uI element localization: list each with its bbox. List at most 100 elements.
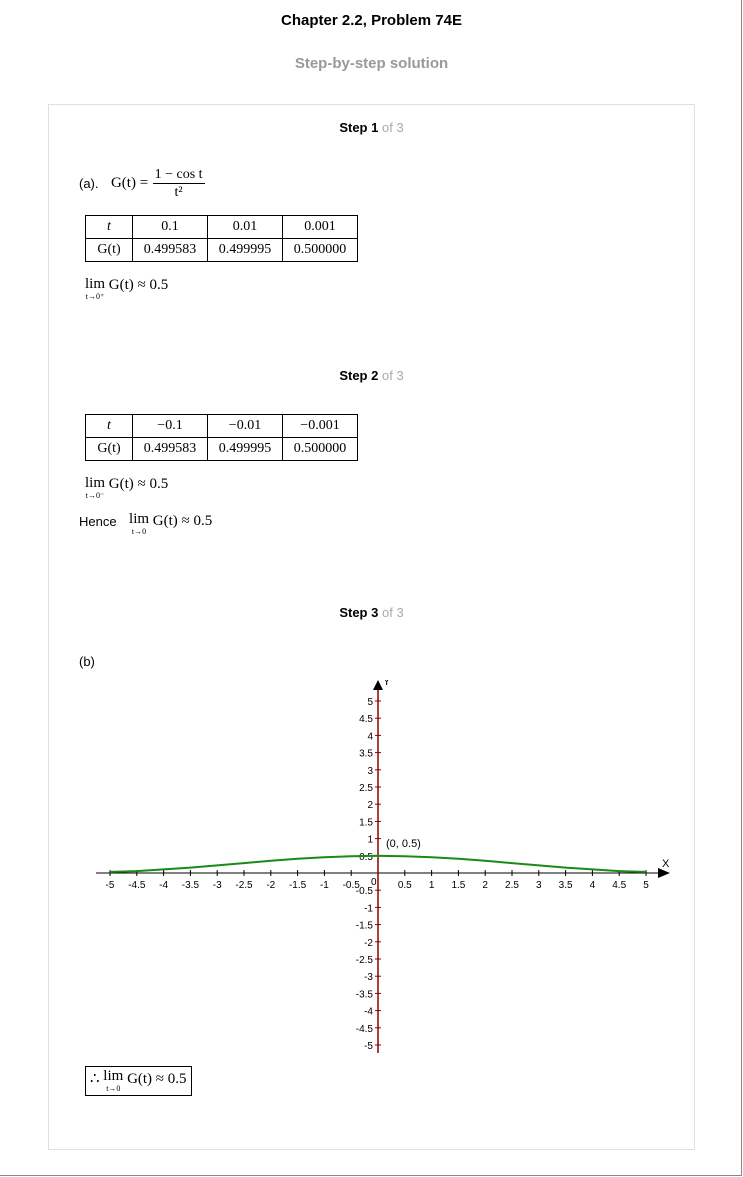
lim-word: lim [85, 475, 106, 491]
part-a-label: (a). [79, 176, 99, 191]
y-tick-label: -1 [364, 903, 373, 914]
x-tick-label: 2.5 [505, 880, 519, 891]
table-row: t 0.1 0.01 0.001 [85, 215, 358, 239]
x-tick-label: 0 [371, 877, 377, 888]
y-tick-label: 2 [367, 800, 373, 811]
lim-subscript: t→0 [131, 527, 147, 536]
table-cell: G(t) [85, 437, 133, 461]
table-cell: t [85, 414, 133, 438]
x-tick-label: -4 [159, 880, 168, 891]
step-3-of-total: of 3 [381, 605, 404, 620]
y-tick-label: -4 [364, 1007, 373, 1018]
step-2-number: 2 [371, 368, 379, 383]
x-tick-label: 4 [590, 880, 596, 891]
function-lhs: G(t) = [110, 175, 149, 191]
y-tick-label: 0.5 [359, 852, 373, 863]
x-axis-arrow [658, 868, 670, 878]
point-annotation: (0, 0.5) [386, 838, 421, 850]
table-cell: 0.1 [132, 215, 208, 239]
y-tick-label: 3.5 [359, 749, 373, 760]
y-tick-label: 1.5 [359, 817, 373, 828]
x-tick-label: 3.5 [559, 880, 573, 891]
x-tick-label: 2 [482, 880, 488, 891]
y-tick-label: -2 [364, 938, 373, 949]
step-2-of-total: of 3 [381, 368, 404, 383]
lim-word: lim [129, 511, 150, 527]
therefore-symbol: ∴ [90, 1071, 100, 1087]
y-tick-label: 4.5 [359, 714, 373, 725]
x-tick-label: -2.5 [235, 880, 253, 891]
table-cell: −0.01 [207, 414, 283, 438]
y-tick-label: 1 [367, 835, 373, 846]
right-limit: lim t→0⁺ G(t) ≈ 0.5 [85, 277, 168, 301]
lim-subscript: t→0⁻ [85, 491, 105, 500]
x-tick-label: 0.5 [398, 880, 412, 891]
table-row: G(t) 0.499583 0.499995 0.500000 [85, 437, 358, 461]
table-cell: 0.499583 [132, 437, 208, 461]
x-tick-label: 1 [429, 880, 435, 891]
final-answer-box: ∴ lim t→0 G(t) ≈ 0.5 [85, 1066, 192, 1096]
function-fraction: 1 − cos t t² [152, 166, 205, 201]
values-table-negative: t −0.1 −0.01 −0.001 G(t) 0.499583 0.4999… [85, 414, 358, 461]
table-cell: 0.499995 [207, 238, 283, 262]
x-axis-label: X [662, 858, 670, 870]
hence-line: Hence lim t→0 G(t) ≈ 0.5 [79, 512, 212, 536]
step-1-number: 1 [371, 120, 379, 135]
x-tick-label: -3.5 [182, 880, 200, 891]
y-tick-label: -3 [364, 972, 373, 983]
x-tick-label: -2 [266, 880, 275, 891]
table-cell: 0.499995 [207, 437, 283, 461]
fraction-denominator: t² [174, 185, 183, 200]
y-tick-label: -5 [364, 1041, 373, 1052]
y-tick-label: -0.5 [356, 886, 374, 897]
table-cell: −0.1 [132, 414, 208, 438]
part-b-label: (b) [79, 654, 95, 669]
y-tick-label: 4 [367, 731, 373, 742]
y-tick-label: 2.5 [359, 783, 373, 794]
y-tick-label: -4.5 [356, 1024, 374, 1035]
y-tick-label: -2.5 [356, 955, 374, 966]
two-sided-limit: lim t→0 G(t) ≈ 0.5 [129, 511, 213, 536]
x-tick-label: -0.5 [343, 880, 361, 891]
lim-expression: G(t) ≈ 0.5 [108, 277, 169, 293]
step-2-card: Step 2 of 3 t −0.1 −0.01 −0.001 G(t) 0.4… [48, 353, 695, 591]
table-cell: 0.500000 [282, 437, 358, 461]
lim-word: lim [103, 1068, 124, 1084]
step-3-card: Step 3 of 3 (b) X Y -5 -4.5 -4 -3.5 -3 -2.5 -2 -1… [48, 590, 695, 1150]
x-tick-label: -3 [213, 880, 222, 891]
y-tick-label: 3 [367, 766, 373, 777]
y-tick-label: -1.5 [356, 921, 374, 932]
y-axis-label: Y [383, 680, 391, 688]
x-tick-label: -1.5 [289, 880, 307, 891]
lim-expression: G(t) ≈ 0.5 [108, 476, 169, 492]
values-table-positive: t 0.1 0.01 0.001 G(t) 0.499583 0.499995 … [85, 215, 358, 262]
function-curve [109, 854, 647, 873]
step-2-word: Step [339, 368, 368, 383]
lim-word: lim [85, 276, 106, 292]
step-3-number: 3 [371, 605, 379, 620]
x-tick-label: 5 [643, 880, 649, 891]
step-1-word: Step [339, 120, 368, 135]
step-2-heading: Step 2 of 3 [49, 368, 694, 383]
table-cell: t [85, 215, 133, 239]
x-tick-label: -1 [320, 880, 329, 891]
step-3-word: Step [339, 605, 368, 620]
y-tick-label: -3.5 [356, 989, 374, 1000]
function-definition: (a). G(t) = 1 − cos t t² [79, 166, 205, 201]
step-3-heading: Step 3 of 3 [49, 605, 694, 620]
function-graph: XY-5 -4.5 -4 -3.5 -3 -2.5 -2 -1.5 -1 -0.5 0 0.5 1 1.5… [96, 680, 670, 1053]
table-cell: 0.001 [282, 215, 358, 239]
table-row: t −0.1 −0.01 −0.001 [85, 414, 358, 438]
lim-subscript: t→0⁺ [85, 292, 105, 301]
y-tick-label: 5 [367, 697, 373, 708]
x-tick-label: 4.5 [612, 880, 626, 891]
fraction-numerator: 1 − cos t [152, 167, 205, 184]
left-limit: lim t→0⁻ G(t) ≈ 0.5 [85, 476, 168, 500]
lim-subscript: t→0 [106, 1084, 121, 1093]
table-cell: 0.01 [207, 215, 283, 239]
step-1-heading: Step 1 of 3 [49, 120, 694, 135]
lim-expression: G(t) ≈ 0.5 [152, 513, 213, 529]
lim-expression: G(t) ≈ 0.5 [127, 1071, 187, 1087]
table-cell: 0.499583 [132, 238, 208, 262]
